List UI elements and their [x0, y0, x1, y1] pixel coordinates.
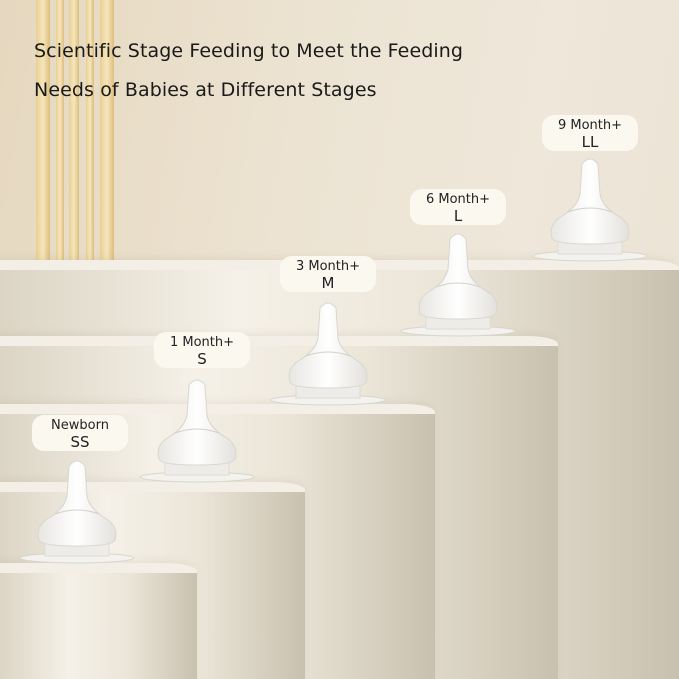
- stage-label-1-month: 1 Month+ S: [154, 332, 250, 368]
- stage-label-6-month: 6 Month+ L: [410, 189, 506, 225]
- stage-label-3-month: 3 Month+ M: [280, 256, 376, 292]
- nipple-ss-image: [17, 456, 137, 564]
- stage-age: 9 Month+: [557, 118, 623, 133]
- stage-size: S: [197, 350, 207, 368]
- stage-age: 3 Month+: [295, 259, 361, 274]
- stage-label-newborn: Newborn SS: [32, 415, 128, 451]
- stage-age: 6 Month+: [425, 192, 491, 207]
- headline-line-1: Scientific Stage Feeding to Meet the Fee…: [34, 40, 464, 62]
- stage-size: SS: [70, 433, 90, 451]
- stage-size: M: [321, 274, 335, 292]
- headline-line-2: Needs of Babies at Different Stages: [34, 79, 377, 101]
- stage-size: LL: [581, 133, 599, 151]
- stage-label-9-month: 9 Month+ LL: [542, 115, 638, 151]
- nipple-l-image: [398, 229, 518, 337]
- stage-age: 1 Month+: [169, 335, 235, 350]
- nipple-m-image: [268, 298, 388, 406]
- nipple-s-image: [137, 375, 257, 483]
- stage-age: Newborn: [51, 418, 109, 433]
- pedestal-ss: [0, 563, 197, 679]
- nipple-ll-image: [530, 154, 650, 262]
- stage-size: L: [453, 207, 463, 225]
